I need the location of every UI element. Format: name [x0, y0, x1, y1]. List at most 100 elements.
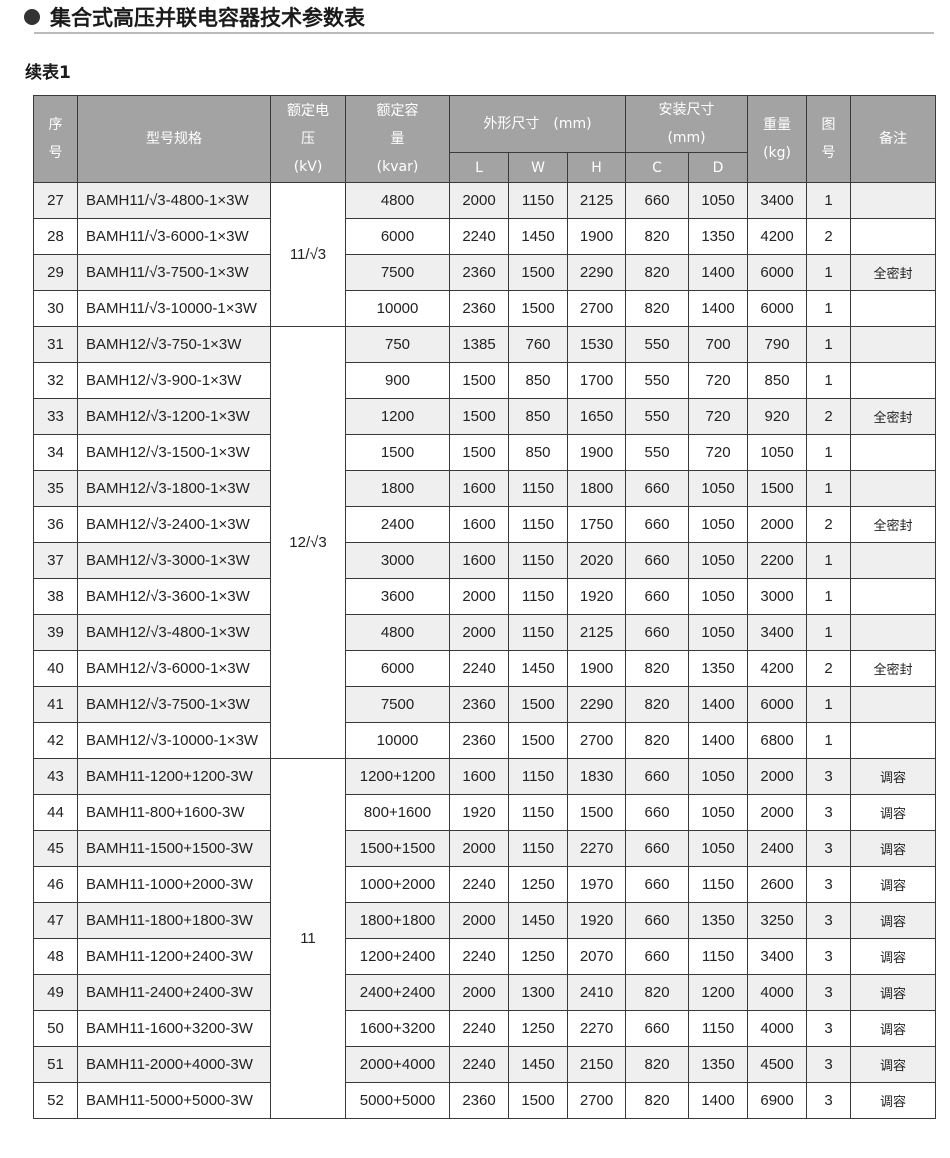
cell-figure: 3 — [806, 830, 852, 867]
cell-note: 调容 — [850, 758, 937, 795]
cell-C: 660 — [625, 866, 690, 903]
cell-W: 1150 — [508, 542, 568, 579]
cell-model: BAMH12/√3-1800-1×3W — [77, 470, 271, 507]
cell-note: 调容 — [850, 1046, 937, 1083]
cell-note: 全密封 — [850, 398, 937, 435]
cell-H: 2290 — [566, 686, 627, 723]
table-row: 38 BAMH12/√3-3600-1×3W 3600 2000 1150 1920 660… — [33, 578, 937, 615]
cell-H: 2070 — [566, 938, 627, 975]
cell-capacity: 1800 — [345, 470, 450, 507]
table-row: 43 BAMH11-1200+1200-3W 11 1200+1200 1600 1150… — [33, 758, 937, 1119]
cell-H: 1800 — [566, 470, 627, 507]
cell-W: 1450 — [508, 902, 568, 939]
cell-W: 1250 — [508, 938, 568, 975]
cell-voltage: 11 — [270, 758, 346, 1119]
table-row: 36 BAMH12/√3-2400-1×3W 2400 1600 1150 1750 660… — [33, 506, 937, 543]
cell-D: 1050 — [688, 506, 749, 543]
cell-figure: 1 — [806, 686, 852, 723]
cell-D: 1400 — [688, 254, 749, 291]
cell-C: 660 — [625, 542, 690, 579]
cell-figure: 2 — [806, 398, 852, 435]
header-weight: 重量(kg) — [747, 95, 808, 183]
cell-model: BAMH12/√3-750-1×3W — [77, 326, 271, 363]
cell-model: BAMH11-1500+1500-3W — [77, 830, 271, 867]
cell-figure: 1 — [806, 326, 852, 363]
cell-note — [850, 470, 937, 507]
cell-C: 550 — [625, 398, 690, 435]
cell-L: 1600 — [449, 506, 509, 543]
cell-weight: 6900 — [747, 1082, 808, 1119]
cell-W: 1150 — [508, 578, 568, 615]
cell-weight: 2400 — [747, 830, 808, 867]
header-model: 型号规格 — [77, 95, 271, 183]
cell-W: 1500 — [508, 686, 568, 723]
cell-figure: 3 — [806, 974, 852, 1011]
cell-figure: 3 — [806, 1082, 852, 1119]
cell-D: 1400 — [688, 686, 749, 723]
cell-model: BAMH11-1000+2000-3W — [77, 866, 271, 903]
cell-D: 1350 — [688, 650, 749, 687]
cell-H: 1750 — [566, 506, 627, 543]
cell-seq: 28 — [33, 218, 78, 255]
cell-W: 1150 — [508, 830, 568, 867]
cell-model: BAMH12/√3-6000-1×3W — [77, 650, 271, 687]
header-dimensions: 外形尺寸 (mm) — [448, 95, 627, 153]
cell-W: 1300 — [508, 974, 568, 1011]
cell-capacity: 1000+2000 — [345, 866, 450, 903]
cell-model: BAMH12/√3-2400-1×3W — [77, 506, 271, 543]
cell-C: 660 — [625, 758, 690, 795]
header-figure: 图号 — [806, 95, 852, 183]
header-seq: 序号 — [33, 95, 78, 183]
cell-note: 全密封 — [850, 506, 937, 543]
cell-weight: 6000 — [747, 254, 808, 291]
cell-C: 660 — [625, 614, 690, 651]
cell-weight: 2200 — [747, 542, 808, 579]
bullet-icon — [24, 9, 40, 25]
cell-figure: 3 — [806, 866, 852, 903]
cell-capacity: 2000+4000 — [345, 1046, 450, 1083]
page-title-text: 集合式高压并联电容器技术参数表 — [50, 6, 365, 30]
table-row: 34 BAMH12/√3-1500-1×3W 1500 1500 850 1900 550 7… — [33, 434, 937, 471]
table-row: 27 BAMH11/√3-4800-1×3W 11/√3 4800 2000 1150 21… — [33, 182, 937, 327]
cell-L: 2360 — [449, 722, 509, 759]
cell-weight: 6000 — [747, 686, 808, 723]
cell-H: 1900 — [566, 218, 627, 255]
cell-L: 1600 — [449, 542, 509, 579]
cell-C: 820 — [625, 1082, 690, 1119]
cell-W: 1450 — [508, 218, 568, 255]
cell-L: 1500 — [449, 398, 509, 435]
table-row: 42 BAMH12/√3-10000-1×3W 10000 2360 1500 2700 8… — [33, 722, 937, 759]
cell-model: BAMH11-1200+1200-3W — [77, 758, 271, 795]
cell-note — [850, 182, 937, 219]
cell-H: 1900 — [566, 434, 627, 471]
cell-figure: 3 — [806, 794, 852, 831]
cell-C: 820 — [625, 254, 690, 291]
cell-model: BAMH12/√3-7500-1×3W — [77, 686, 271, 723]
cell-C: 660 — [625, 578, 690, 615]
cell-model: BAMH11/√3-4800-1×3W — [77, 182, 271, 219]
cell-weight: 4500 — [747, 1046, 808, 1083]
cell-note — [850, 290, 937, 327]
cell-figure: 1 — [806, 722, 852, 759]
cell-W: 760 — [508, 326, 568, 363]
cell-weight: 1500 — [747, 470, 808, 507]
cell-C: 660 — [625, 794, 690, 831]
cell-L: 2240 — [449, 866, 509, 903]
table-row: 40 BAMH12/√3-6000-1×3W 6000 2240 1450 1900 820… — [33, 650, 937, 687]
cell-figure: 1 — [806, 578, 852, 615]
cell-weight: 2600 — [747, 866, 808, 903]
cell-seq: 40 — [33, 650, 78, 687]
cell-capacity: 750 — [345, 326, 450, 363]
cell-model: BAMH11-800+1600-3W — [77, 794, 271, 831]
cell-note: 调容 — [850, 1010, 937, 1047]
cell-capacity: 7500 — [345, 686, 450, 723]
cell-capacity: 6000 — [345, 218, 450, 255]
header-note: 备注 — [850, 95, 937, 183]
cell-seq: 50 — [33, 1010, 78, 1047]
cell-capacity: 900 — [345, 362, 450, 399]
cell-note — [850, 326, 937, 363]
parameter-table: 序号 型号规格 额定电压(kV) 额定容量(kvar) 外形尺寸 (mm) 安装… — [33, 95, 937, 1119]
cell-D: 1050 — [688, 182, 749, 219]
cell-W: 850 — [508, 434, 568, 471]
cell-note: 调容 — [850, 866, 937, 903]
